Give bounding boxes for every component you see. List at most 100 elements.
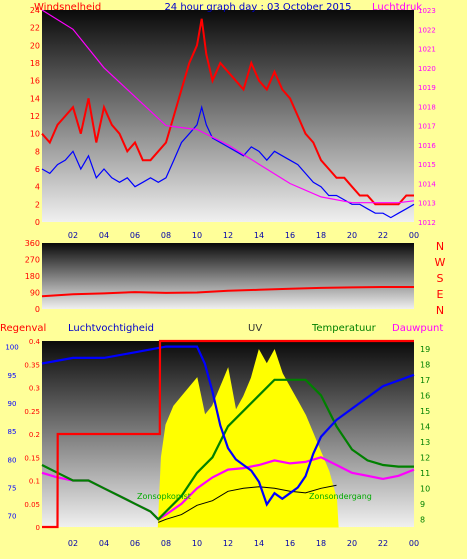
climate-series: [41, 339, 415, 529]
hour-tick: 04: [99, 539, 109, 548]
hour-tick: 00: [409, 539, 419, 548]
temperature-tick: 9: [420, 500, 425, 509]
rain-tick: 0.05: [24, 501, 40, 509]
rain-tick: 0.2: [29, 431, 40, 439]
temperature-tick: 13: [420, 438, 430, 447]
wind-tick: 4: [35, 183, 40, 192]
hour-tick: 14: [254, 539, 264, 548]
graph-title: 24 hour graph day : 03 October 2015: [164, 2, 351, 13]
compass-label: N: [436, 304, 444, 317]
pressure-axis-ticks: 1012 1013 1014 1015 1016 1017 1018 1019 1020 1021…: [418, 7, 436, 227]
hour-tick: 02: [68, 231, 78, 240]
wind-tick: 10: [30, 130, 40, 139]
wind-pressure-series: [41, 9, 415, 219]
temperature-tick: 17: [420, 376, 430, 385]
direction-tick: 0: [35, 305, 40, 314]
wind-tick: 20: [30, 41, 40, 50]
wind-tick: 16: [30, 77, 40, 86]
humidity-tick: 100: [5, 344, 18, 352]
humidity-tick: 85: [8, 428, 17, 436]
series-luchtvochtigheid: [41, 345, 415, 507]
temperature-tick: 18: [420, 360, 430, 369]
dewpoint-label: Dauwpunt: [392, 323, 443, 334]
pressure-tick: 1012: [418, 219, 436, 227]
wind-tick: 24: [30, 6, 40, 15]
series-wind-direction: [41, 286, 414, 298]
series-regenval: [42, 339, 414, 529]
hour-tick: 12: [223, 231, 233, 240]
sunset-label: Zonsondergang: [309, 492, 372, 501]
rain-tick: 0.4: [29, 338, 41, 346]
hour-tick: 00: [409, 231, 419, 240]
series-zonneschijn: [158, 484, 337, 523]
wind-direction-series: [41, 286, 414, 298]
pressure-tick: 1022: [418, 26, 436, 34]
hour-tick: 10: [192, 231, 202, 240]
pressure-tick: 1015: [418, 161, 436, 169]
hour-tick: 12: [223, 539, 233, 548]
series-windstoten: [41, 104, 415, 219]
direction-tick: 90: [30, 289, 40, 298]
hour-tick: 08: [161, 231, 171, 240]
temperature-tick: 10: [420, 484, 430, 493]
hour-tick: 22: [378, 539, 388, 548]
rain-label: Regenval: [0, 323, 46, 334]
humidity-label: Luchtvochtigheid: [68, 323, 154, 334]
series-luchtdruk: [41, 9, 415, 204]
temperature-label: Temperatuur: [311, 323, 377, 334]
hour-tick: 14: [254, 231, 264, 240]
wind-tick: 14: [30, 94, 40, 103]
temperature-tick: 11: [420, 469, 430, 478]
wind-tick: 2: [35, 200, 40, 209]
compass-label: E: [437, 288, 444, 301]
hour-tick: 22: [378, 231, 388, 240]
temperature-axis-ticks: 8 9 10 11 12 13 14 15 16 17 18 19: [420, 345, 430, 525]
humidity-tick: 90: [8, 400, 17, 408]
wind-pressure-plot-area: [42, 10, 414, 222]
hour-tick: 04: [99, 231, 109, 240]
wind-tick: 0: [35, 218, 40, 227]
humidity-tick: 80: [8, 456, 17, 464]
temperature-tick: 12: [420, 453, 430, 462]
pressure-tick: 1017: [418, 123, 436, 131]
direction-tick: 270: [25, 256, 40, 265]
pressure-tick: 1020: [418, 65, 436, 73]
humidity-tick: 75: [8, 485, 17, 493]
hour-tick: 16: [285, 539, 295, 548]
hour-tick: 06: [130, 231, 140, 240]
hour-tick: 16: [285, 231, 295, 240]
pressure-tick: 1018: [418, 103, 436, 111]
pressure-tick: 1014: [418, 180, 436, 188]
pressure-tick: 1021: [418, 46, 436, 54]
pressure-tick: 1019: [418, 84, 436, 92]
hour-tick: 20: [347, 231, 357, 240]
temperature-tick: 16: [420, 391, 430, 400]
humidity-tick: 95: [8, 372, 17, 380]
hour-tick: 18: [316, 231, 326, 240]
hour-tick: 20: [347, 539, 357, 548]
uv-label: UV: [248, 323, 262, 334]
hour-tick: 02: [68, 539, 78, 548]
wind-direction-plot-area: [42, 243, 414, 309]
series-windsnelheid: [41, 18, 414, 206]
temperature-tick: 14: [420, 422, 430, 431]
hour-tick: 18: [316, 539, 326, 548]
wind-tick: 18: [30, 59, 40, 68]
temperature-tick: 15: [420, 407, 430, 416]
direction-tick: 180: [25, 272, 40, 281]
compass-label: S: [437, 272, 444, 285]
wind-tick: 6: [35, 165, 40, 174]
pressure-tick: 1016: [418, 142, 436, 150]
pressure-tick: 1023: [418, 7, 436, 15]
hour-axis-ticks: 02 04 06 08 10 12 14 16 18 20 22 00: [68, 231, 419, 240]
hour-axis-ticks-bottom: 02 04 06 08 10 12 14 16 18 20 22 00: [68, 539, 419, 548]
temperature-tick: 8: [420, 515, 425, 524]
wind-tick: 12: [30, 112, 40, 121]
hour-tick: 10: [192, 539, 202, 548]
humidity-tick: 70: [8, 513, 17, 521]
direction-tick: 360: [25, 239, 40, 248]
hour-tick: 08: [161, 539, 171, 548]
